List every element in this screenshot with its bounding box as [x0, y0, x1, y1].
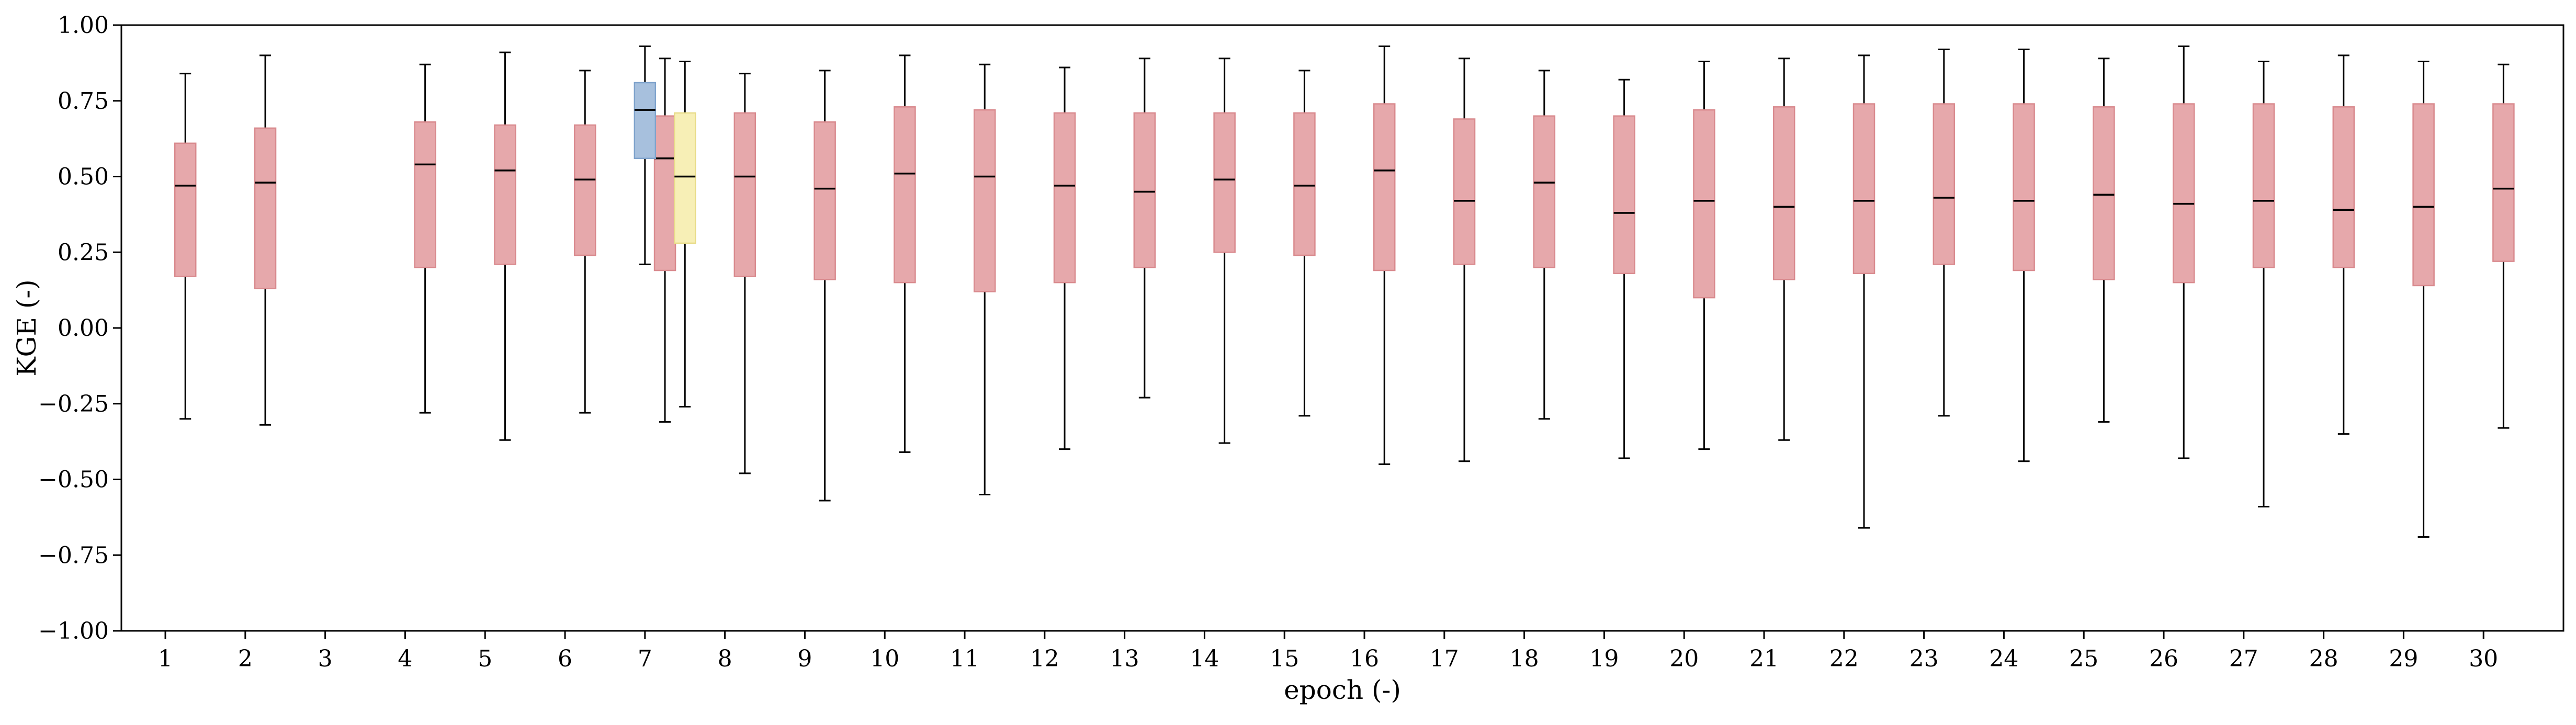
x-tick-label: 23 [1910, 645, 1939, 672]
x-tick-label: 3 [318, 645, 333, 672]
box [1773, 107, 1794, 279]
y-tick-label: 0.25 [58, 239, 109, 266]
x-tick-label: 24 [1989, 645, 2018, 672]
x-tick-label: 6 [558, 645, 572, 672]
x-tick-label: 22 [1829, 645, 1859, 672]
box [1054, 113, 1075, 282]
y-tick-label: −0.50 [38, 467, 109, 493]
box [1214, 113, 1235, 252]
box [635, 83, 656, 158]
box [1294, 113, 1315, 255]
box [2493, 104, 2514, 262]
x-tick-label: 21 [1749, 645, 1779, 672]
box [494, 125, 515, 264]
plot-area-background [121, 25, 2563, 631]
box [1534, 116, 1555, 268]
x-tick-label: 26 [2149, 645, 2178, 672]
box [1854, 104, 1874, 274]
box [2413, 104, 2434, 286]
x-tick-label: 28 [2309, 645, 2338, 672]
x-tick-label: 20 [1669, 645, 1699, 672]
y-tick-label: −0.75 [38, 542, 109, 569]
box [1134, 113, 1155, 267]
x-tick-label: 10 [870, 645, 899, 672]
x-axis-label: epoch (-) [1284, 675, 1401, 705]
box [974, 110, 995, 291]
x-tick-label: 30 [2469, 645, 2498, 672]
x-tick-label: 16 [1350, 645, 1379, 672]
box [2014, 104, 2035, 270]
x-tick-label: 29 [2389, 645, 2418, 672]
y-tick-label: 0.75 [58, 88, 109, 115]
x-tick-label: 8 [718, 645, 732, 672]
x-tick-label: 1 [158, 645, 173, 672]
box [1374, 104, 1395, 270]
box [1693, 110, 1714, 298]
y-tick-label: 0.50 [58, 164, 109, 190]
box [175, 143, 196, 277]
box [674, 113, 695, 243]
box [735, 113, 755, 277]
y-tick-label: 1.00 [58, 12, 109, 39]
y-tick-label: 0.00 [58, 315, 109, 342]
box [415, 122, 436, 267]
x-tick-label: 19 [1589, 645, 1619, 672]
box [1614, 116, 1635, 274]
box [2173, 104, 2194, 283]
x-tick-label: 27 [2229, 645, 2258, 672]
box [894, 107, 915, 282]
x-tick-label: 14 [1190, 645, 1219, 672]
x-tick-label: 15 [1270, 645, 1299, 672]
box [1454, 119, 1475, 264]
x-tick-label: 2 [238, 645, 253, 672]
y-tick-label: −0.25 [38, 391, 109, 417]
x-tick-label: 4 [398, 645, 412, 672]
box [2093, 107, 2114, 279]
x-tick-label: 17 [1430, 645, 1459, 672]
box [2333, 107, 2354, 267]
y-axis-label: KGE (-) [12, 279, 42, 377]
x-tick-label: 5 [478, 645, 492, 672]
box [574, 125, 595, 255]
box [255, 128, 276, 289]
x-tick-label: 25 [2069, 645, 2098, 672]
box [2253, 104, 2274, 268]
x-tick-label: 18 [1510, 645, 1539, 672]
box [1934, 104, 1954, 265]
x-tick-label: 7 [638, 645, 652, 672]
box [815, 122, 835, 279]
box [654, 116, 675, 270]
x-tick-label: 9 [797, 645, 812, 672]
x-tick-label: 11 [950, 645, 979, 672]
y-tick-label: −1.00 [38, 618, 109, 644]
x-tick-label: 13 [1110, 645, 1139, 672]
x-tick-label: 12 [1030, 645, 1059, 672]
